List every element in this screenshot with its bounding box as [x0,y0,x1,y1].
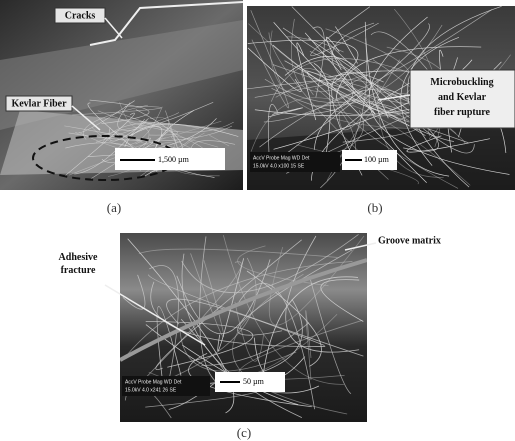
info-text: 15.0kV 4.0 x100 15 SE [253,163,305,169]
scale-text: 100 µm [364,155,390,164]
panel-label: (a) [107,200,121,215]
info-text: 15.0kV 4.0 x241 26 SE [125,387,177,393]
scale-bar: 50 µm [215,372,285,392]
panel-label: (b) [367,200,382,215]
callout-line: fracture [61,265,96,276]
callout: Groove matrix Adhesive fracture [59,235,441,346]
scale-text: 1,500 µm [158,155,190,164]
instrument-info: AccV Probe Mag WD Det 15.0kV 4.0 x100 15… [250,152,340,172]
callout-line: and Kevlar [438,92,487,103]
scale-text: 50 µm [243,377,265,386]
instrument-info: AccV Probe Mag WD Det 15.0kV 4.0 x241 26… [122,376,210,396]
callout-line: Adhesive [59,252,98,263]
info-text: AccV Probe Mag WD Det [253,155,310,161]
callout-text: Microbuckling and Kevlar fiber rupture [430,77,493,118]
callout-text: Adhesive fracture [59,252,98,276]
scale-bar: 100 µm [342,150,397,170]
info-text: AccV Probe Mag WD Det [125,379,182,385]
callout: Microbuckling and Kevlar fiber rupture [377,69,515,129]
panel-label: (c) [237,425,251,440]
callout-line: fiber rupture [434,107,491,118]
callout: Cracks Kevlar Fiber [5,7,123,131]
callout-text: Cracks [65,10,96,21]
callout-text: Groove matrix [378,235,441,246]
scale-bar: 1,500 µm [115,148,225,170]
callout-line: Microbuckling [430,77,493,88]
callout-text: Kevlar Fiber [11,98,67,109]
